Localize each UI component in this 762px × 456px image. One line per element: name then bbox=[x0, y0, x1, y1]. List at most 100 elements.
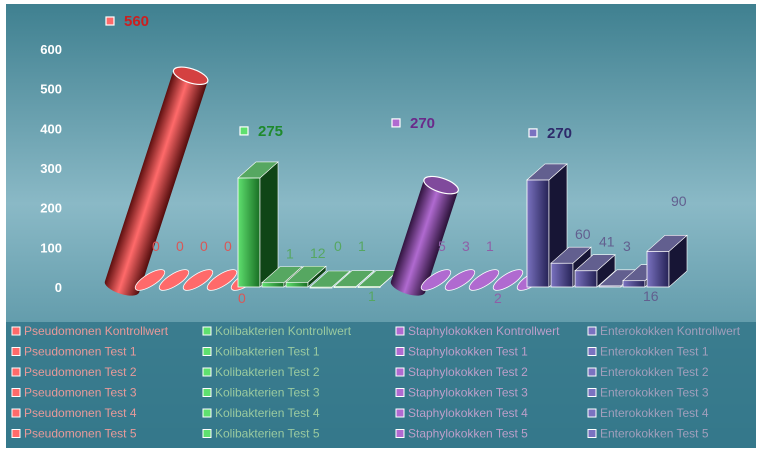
y-tick-label: 0 bbox=[55, 280, 62, 295]
legend-label: Pseudomonen Kontrollwert bbox=[24, 324, 169, 338]
bar-flat bbox=[420, 269, 452, 291]
bar-front bbox=[574, 270, 598, 288]
legend-swatch bbox=[202, 367, 212, 377]
legend-item: Staphylokokken Test 3 bbox=[395, 386, 528, 400]
legend-item: Staphylokokken Test 1 bbox=[395, 345, 528, 359]
bar-flat bbox=[158, 269, 190, 291]
data-label: 1 bbox=[358, 238, 366, 254]
legend-label: Pseudomonen Test 5 bbox=[24, 427, 137, 441]
legend-label: Staphylokokken Test 5 bbox=[408, 427, 528, 441]
bar-flat bbox=[468, 269, 500, 291]
legend-swatch bbox=[202, 347, 212, 356]
legend-item: Staphylokokken Test 4 bbox=[395, 406, 528, 420]
legend-swatch bbox=[395, 326, 405, 336]
bar-side bbox=[259, 161, 279, 288]
legend-label: Enterokokken Test 2 bbox=[600, 365, 709, 379]
legend-swatch bbox=[395, 429, 405, 438]
legend-item: Enterokokken Test 3 bbox=[587, 386, 709, 400]
y-tick-label: 600 bbox=[40, 42, 62, 57]
legend-label: Kolibakterien Kontrollwert bbox=[215, 324, 352, 338]
legend-swatch bbox=[395, 408, 405, 418]
legend-label: Enterokokken Test 4 bbox=[600, 406, 709, 420]
data-label: 0 bbox=[334, 238, 342, 254]
legend-item: Kolibakterien Test 3 bbox=[202, 386, 320, 400]
data-label: 2 bbox=[494, 290, 502, 306]
data-label: 12 bbox=[310, 245, 326, 261]
legend-label: Staphylokokken Test 1 bbox=[408, 345, 528, 359]
legend-item: Enterokokken Test 5 bbox=[587, 427, 709, 441]
bar-staphylokokken-1 bbox=[420, 269, 452, 291]
data-label: 1 bbox=[486, 238, 494, 254]
bar-pseudomonen-0 bbox=[104, 66, 209, 296]
legend-label: Pseudomonen Test 2 bbox=[24, 365, 137, 379]
bar-kolibakterien-4 bbox=[333, 269, 375, 289]
legend-swatch bbox=[395, 367, 405, 377]
legend-label: Enterokokken Test 3 bbox=[600, 386, 709, 400]
legend-label: Kolibakterien Test 5 bbox=[215, 427, 320, 441]
bar-enterokokken-2 bbox=[574, 254, 616, 288]
bar-staphylokokken-4 bbox=[492, 269, 524, 291]
legend-label: Staphylokokken Test 4 bbox=[408, 406, 528, 420]
legend-item: Pseudomonen Test 3 bbox=[11, 386, 137, 400]
bar-top bbox=[646, 235, 688, 252]
value-marker bbox=[528, 128, 538, 138]
legend-swatch bbox=[587, 388, 597, 397]
legend-item: Kolibakterien Test 4 bbox=[202, 406, 320, 420]
legend-swatch bbox=[587, 347, 597, 356]
bar-front bbox=[237, 177, 261, 288]
data-label: 0 bbox=[176, 238, 184, 254]
data-label: 90 bbox=[671, 193, 687, 209]
legend-item: Staphylokokken Test 2 bbox=[395, 365, 528, 379]
legend-label: Staphylokokken Test 3 bbox=[408, 386, 528, 400]
legend-swatch bbox=[11, 388, 21, 397]
bar-top bbox=[285, 265, 327, 283]
legend-item: Pseudomonen Kontrollwert bbox=[11, 324, 169, 338]
bar-body bbox=[104, 70, 208, 296]
legend-swatch bbox=[11, 347, 21, 356]
bar-body bbox=[390, 179, 459, 296]
bar-kolibakterien-3 bbox=[309, 270, 351, 289]
bar-pseudomonen-3 bbox=[182, 269, 214, 291]
bar-flat bbox=[182, 269, 214, 291]
legend-item: Pseudomonen Test 1 bbox=[11, 345, 137, 359]
data-label: 270 bbox=[410, 115, 435, 132]
bar-top bbox=[309, 270, 351, 288]
y-tick-label: 300 bbox=[40, 161, 62, 176]
data-label: 41 bbox=[599, 234, 615, 250]
bar-front bbox=[622, 280, 646, 288]
legend-item: Staphylokokken Kontrollwert bbox=[395, 324, 560, 338]
legend-item: Pseudomonen Test 4 bbox=[11, 406, 137, 420]
legend-item: Staphylokokken Test 5 bbox=[395, 427, 528, 441]
bar-flat bbox=[206, 269, 238, 291]
legend-item: Enterokokken Test 2 bbox=[587, 365, 709, 379]
y-tick-label: 100 bbox=[40, 240, 62, 255]
legend-swatch bbox=[11, 367, 21, 377]
legend-item: Kolibakterien Test 1 bbox=[202, 345, 320, 359]
legend-swatch bbox=[202, 429, 212, 438]
legend-label: Enterokokken Kontrollwert bbox=[600, 324, 741, 338]
value-marker bbox=[239, 126, 249, 136]
bar-flat bbox=[492, 269, 524, 291]
legend-item: Pseudomonen Test 5 bbox=[11, 427, 137, 441]
legend-swatch bbox=[587, 429, 597, 438]
bar-front bbox=[285, 281, 309, 288]
bar-staphylokokken-2 bbox=[444, 269, 476, 291]
legend-swatch bbox=[202, 388, 212, 397]
bar-kolibakterien-0 bbox=[237, 161, 279, 288]
legend-swatch bbox=[587, 408, 597, 418]
legend-swatch bbox=[587, 367, 597, 377]
value-marker bbox=[105, 16, 115, 26]
legend-label: Kolibakterien Test 3 bbox=[215, 386, 320, 400]
legend-label: Kolibakterien Test 1 bbox=[215, 345, 320, 359]
legend-label: Enterokokken Test 1 bbox=[600, 345, 709, 359]
bar-top bbox=[423, 175, 459, 195]
legend-swatch bbox=[395, 347, 405, 356]
bar-front bbox=[261, 282, 285, 288]
data-label: 60 bbox=[575, 226, 591, 242]
y-tick-label: 400 bbox=[40, 121, 62, 136]
legend-swatch bbox=[202, 408, 212, 418]
data-label: 5 bbox=[438, 238, 446, 254]
legend-swatch bbox=[11, 408, 21, 418]
data-label: 1 bbox=[368, 288, 376, 304]
